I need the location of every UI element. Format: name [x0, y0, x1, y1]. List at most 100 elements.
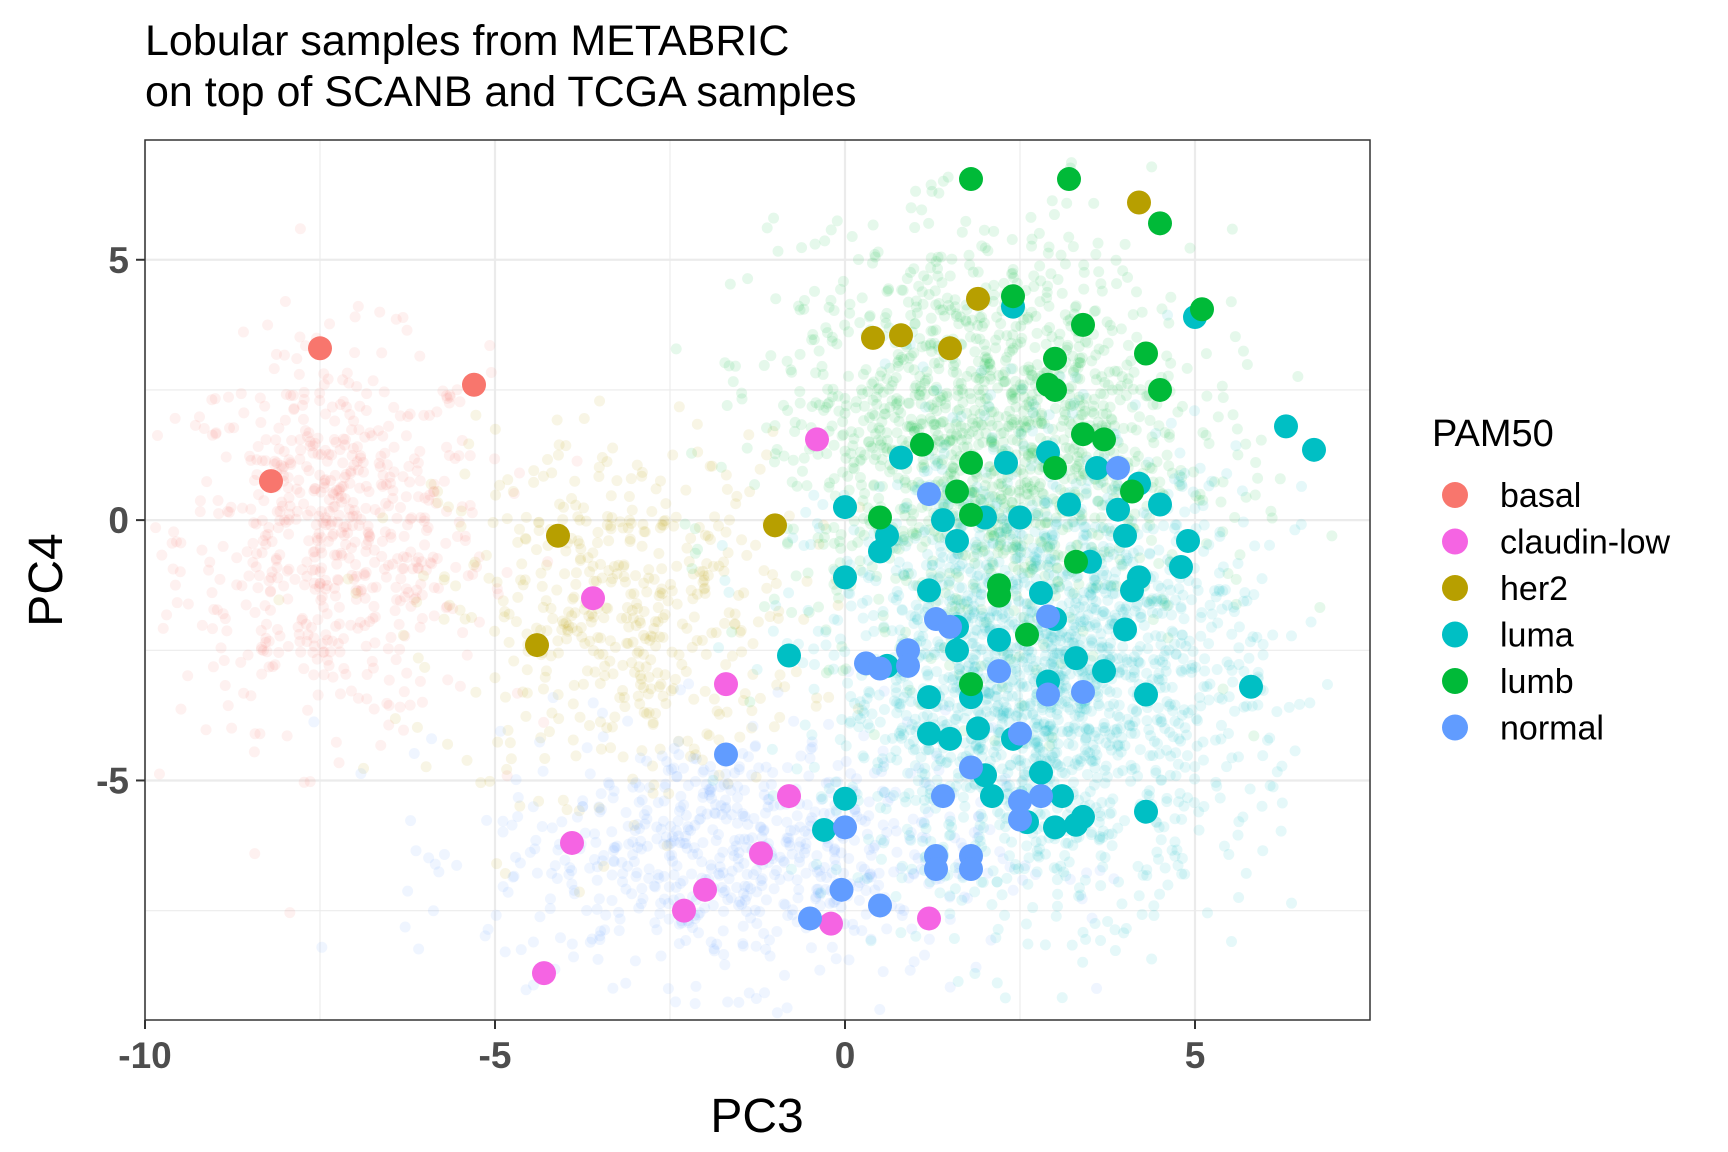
background-point-normal: [855, 861, 867, 873]
background-point-basal: [346, 450, 358, 462]
background-point-basal: [397, 312, 409, 324]
background-point-normal: [666, 849, 678, 861]
background-point-basal: [260, 632, 272, 644]
background-point-basal: [340, 538, 352, 550]
background-point-her2: [586, 608, 598, 620]
background-point-normal: [944, 981, 956, 993]
background-point-basal: [208, 604, 220, 616]
background-point-lumb: [1025, 211, 1037, 223]
background-point-basal: [441, 441, 453, 453]
background-point-basal: [346, 569, 358, 581]
background-point-basal: [222, 700, 234, 712]
background-point-luma: [906, 863, 918, 875]
background-point-her2: [702, 570, 714, 582]
background-point-basal: [408, 593, 420, 605]
background-point-lumb: [992, 420, 1004, 432]
background-point-basal: [228, 422, 240, 434]
background-point-lumb: [825, 224, 837, 236]
background-point-her2: [556, 624, 568, 636]
background-point-her2: [581, 665, 593, 677]
background-point-basal: [381, 697, 393, 709]
background-point-basal: [360, 502, 372, 514]
background-point-normal: [717, 887, 729, 899]
background-point-her2: [604, 655, 616, 667]
background-point-her2: [676, 618, 688, 630]
background-point-her2: [553, 439, 565, 451]
background-point-normal: [904, 833, 916, 845]
background-point-her2: [566, 610, 578, 622]
background-point-normal: [680, 809, 692, 821]
background-point-her2: [722, 778, 734, 790]
background-point-her2: [563, 606, 575, 618]
background-point-normal: [713, 868, 725, 880]
background-point-basal: [175, 703, 187, 715]
background-point-normal: [566, 938, 578, 950]
background-point-lumb: [802, 567, 814, 579]
background-point-basal: [320, 629, 332, 641]
background-point-luma: [1160, 744, 1172, 756]
background-point-her2: [599, 660, 611, 672]
background-point-basal: [203, 564, 215, 576]
background-point-luma: [934, 887, 946, 899]
background-point-luma: [990, 751, 1002, 763]
background-point-basal: [320, 519, 332, 531]
background-point-lumb: [742, 273, 754, 285]
background-point-lumb: [1017, 415, 1029, 427]
background-point-normal: [863, 844, 875, 856]
background-point-normal: [739, 880, 751, 892]
background-point-luma: [1162, 879, 1174, 891]
background-point-normal: [788, 715, 800, 727]
background-point-her2: [657, 519, 669, 531]
background-point-normal: [772, 686, 784, 698]
background-point-luma: [866, 708, 878, 720]
background-point-basal: [330, 620, 342, 632]
background-point-normal: [859, 815, 871, 827]
background-point-normal: [907, 867, 919, 879]
background-point-basal: [418, 515, 430, 527]
background-point-luma: [875, 834, 887, 846]
background-point-basal: [303, 427, 315, 439]
background-point-basal: [253, 570, 265, 582]
background-point-luma: [931, 384, 943, 396]
background-point-basal: [459, 534, 471, 546]
background-point-her2: [602, 511, 614, 523]
background-point-basal: [414, 475, 426, 487]
background-point-her2: [552, 689, 564, 701]
background-point-luma: [1214, 792, 1226, 804]
background-point-basal: [385, 631, 397, 643]
background-point-her2: [454, 604, 466, 616]
background-point-luma: [922, 548, 934, 560]
background-point-normal: [918, 777, 930, 789]
background-point-luma: [1001, 872, 1013, 884]
background-point-her2: [533, 517, 545, 529]
background-point-normal: [972, 824, 984, 836]
background-point-lumb: [1165, 291, 1177, 303]
background-point-basal: [166, 537, 178, 549]
background-point-lumb: [856, 384, 868, 396]
background-point-lumb: [1088, 305, 1100, 317]
background-point-basal: [309, 483, 321, 495]
background-point-basal: [222, 505, 234, 517]
background-point-basal: [250, 518, 262, 530]
background-point-basal: [366, 430, 378, 442]
background-point-basal: [361, 693, 373, 705]
background-point-her2: [412, 652, 424, 664]
background-point-basal: [359, 592, 371, 604]
background-point-her2: [736, 534, 748, 546]
background-point-her2: [641, 708, 653, 720]
background-point-luma: [1132, 860, 1144, 872]
background-point-lumb: [781, 355, 793, 367]
background-point-lumb: [1092, 237, 1104, 249]
background-point-her2: [673, 649, 685, 661]
background-point-her2: [624, 536, 636, 548]
background-point-normal: [737, 808, 749, 820]
background-point-basal: [271, 457, 283, 469]
background-point-basal: [388, 441, 400, 453]
background-point-lumb: [1252, 472, 1264, 484]
background-point-normal: [826, 941, 838, 953]
background-point-her2: [741, 549, 753, 561]
background-point-normal: [490, 909, 502, 921]
background-point-lumb: [794, 397, 806, 409]
background-point-normal: [795, 750, 807, 762]
background-point-lumb: [1248, 730, 1260, 742]
